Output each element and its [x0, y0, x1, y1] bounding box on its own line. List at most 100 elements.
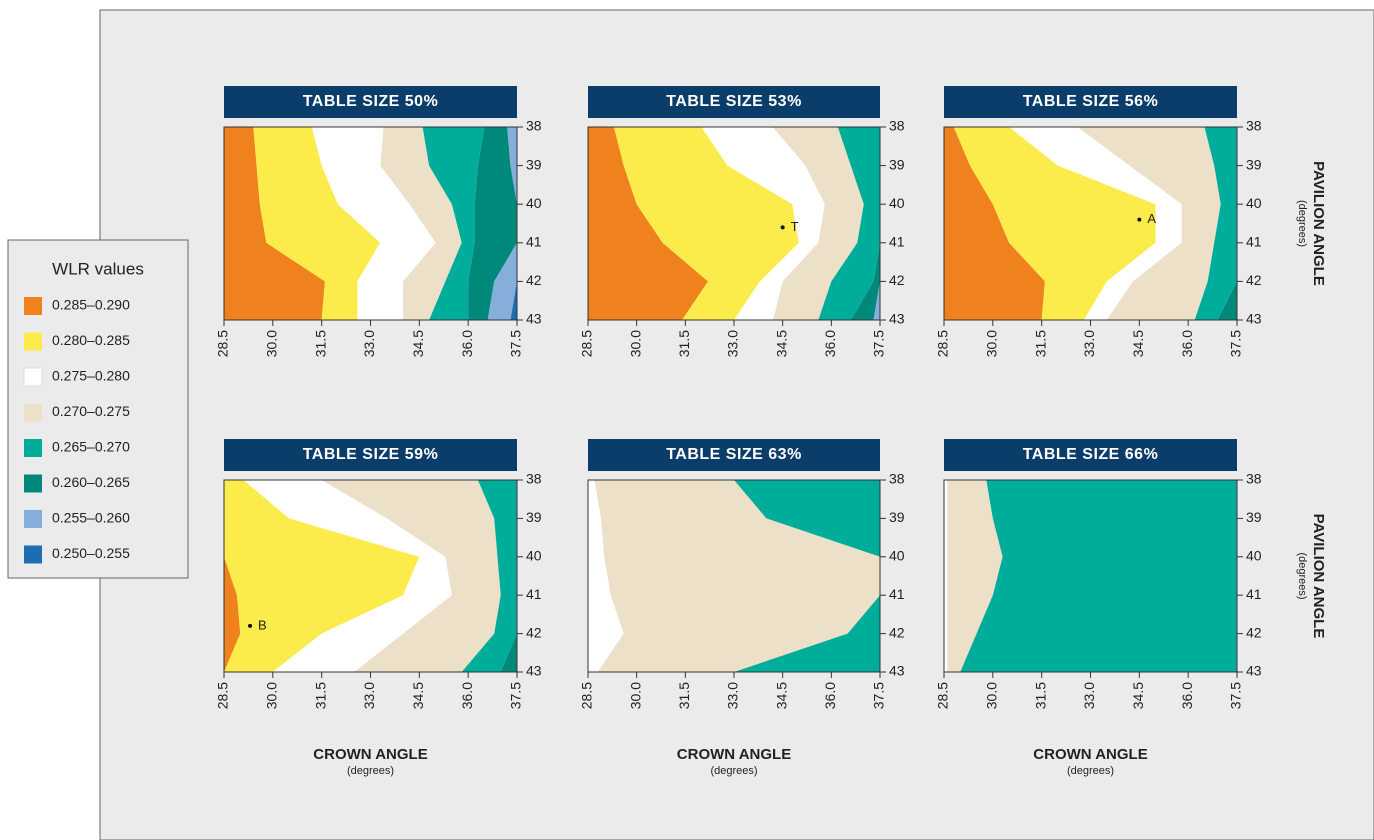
- panel-title: TABLE SIZE 63%: [666, 446, 802, 463]
- x-tick-label: 37.5: [1228, 682, 1244, 709]
- contour-band: [588, 480, 624, 672]
- x-tick-label: 34.5: [773, 330, 789, 357]
- contour-band: [734, 480, 880, 672]
- contour-band: [588, 127, 709, 320]
- x-axis-title: CROWN ANGLE: [313, 746, 427, 763]
- x-tick-label: 30.0: [264, 330, 280, 357]
- y-axis-unit: (degrees): [1296, 200, 1308, 247]
- contour-band: [873, 127, 880, 320]
- contour-band: [1194, 127, 1237, 320]
- legend-label: 0.250–0.255: [52, 545, 130, 561]
- contour-band: [1077, 127, 1221, 320]
- contour-band: [510, 127, 517, 320]
- y-tick-label: 41: [889, 234, 905, 250]
- y-tick-label: 41: [526, 586, 542, 602]
- legend-swatch: [24, 332, 42, 351]
- x-tick-label: 30.0: [627, 682, 643, 709]
- x-axis-title: CROWN ANGLE: [1033, 746, 1147, 763]
- title-bar: [588, 439, 880, 471]
- x-tick-label: 33.0: [725, 682, 741, 709]
- y-tick-label: 38: [526, 471, 542, 487]
- x-tick-label: 37.5: [871, 682, 887, 709]
- title-bar: [588, 86, 880, 118]
- x-tick-label: 31.5: [312, 682, 328, 709]
- legend-label: 0.280–0.285: [52, 332, 130, 348]
- title-bar: [944, 86, 1237, 118]
- title-bar: [224, 86, 517, 118]
- y-tick-label: 40: [1246, 548, 1262, 564]
- legend-title: WLR values: [52, 259, 144, 278]
- contour-band: [321, 480, 501, 672]
- contour-band: [944, 480, 948, 672]
- point-label: B: [258, 617, 267, 632]
- point-label: A: [1147, 211, 1156, 226]
- y-tick-label: 38: [889, 471, 905, 487]
- x-tick-label: 33.0: [1081, 330, 1097, 357]
- contour-band: [1009, 127, 1182, 320]
- x-tick-label: 30.0: [984, 330, 1000, 357]
- contour-band: [224, 480, 420, 672]
- panel-title: TABLE SIZE 66%: [1023, 446, 1159, 463]
- x-tick-label: 36.0: [1179, 682, 1195, 709]
- y-tick-label: 43: [889, 311, 905, 327]
- y-tick-label: 42: [526, 624, 542, 640]
- x-tick-label: 31.5: [1032, 682, 1048, 709]
- x-axis-unit: (degrees): [1067, 765, 1114, 777]
- legend-label: 0.265–0.270: [52, 439, 130, 455]
- contour-band: [224, 127, 325, 320]
- y-tick-label: 40: [1246, 195, 1262, 211]
- y-tick-label: 43: [1246, 663, 1262, 679]
- x-tick-label: 33.0: [361, 682, 377, 709]
- y-tick-label: 40: [889, 548, 905, 564]
- x-tick-label: 31.5: [676, 682, 692, 709]
- contour-band: [468, 127, 517, 320]
- y-tick-label: 43: [1246, 311, 1262, 327]
- x-tick-label: 34.5: [410, 330, 426, 357]
- title-bar: [944, 439, 1237, 471]
- y-tick-label: 41: [889, 586, 905, 602]
- x-tick-label: 36.0: [459, 682, 475, 709]
- legend-label: 0.260–0.265: [52, 474, 130, 490]
- y-axis-unit: (degrees): [1296, 552, 1308, 599]
- legend-swatch: [24, 510, 42, 528]
- contour-band: [772, 127, 864, 320]
- y-tick-label: 39: [1246, 509, 1262, 525]
- x-tick-label: 37.5: [1228, 330, 1244, 357]
- x-tick-label: 31.5: [1032, 330, 1048, 357]
- y-tick-label: 38: [526, 118, 542, 134]
- x-tick-label: 33.0: [725, 330, 741, 357]
- y-tick-label: 42: [889, 624, 905, 640]
- y-tick-label: 40: [526, 548, 542, 564]
- point-label: T: [791, 219, 799, 234]
- x-tick-label: 36.0: [459, 330, 475, 357]
- x-tick-label: 36.0: [822, 682, 838, 709]
- contour-band: [953, 127, 1156, 320]
- legend-swatch: [24, 297, 42, 315]
- contour-band: [243, 480, 452, 672]
- y-tick-label: 39: [526, 509, 542, 525]
- marked-point: [248, 623, 253, 628]
- x-tick-label: 28.5: [579, 330, 595, 357]
- x-tick-label: 34.5: [773, 682, 789, 709]
- y-tick-label: 39: [889, 156, 905, 172]
- x-tick-label: 36.0: [1179, 330, 1195, 357]
- legend-swatch: [23, 367, 43, 387]
- contour-band: [487, 127, 517, 320]
- y-axis-title: PAVILION ANGLE: [1310, 514, 1327, 639]
- y-axis-title: PAVILION ANGLE: [1310, 161, 1327, 286]
- y-tick-label: 38: [889, 118, 905, 134]
- contour-band: [253, 127, 381, 320]
- panel-title: TABLE SIZE 59%: [303, 446, 439, 463]
- contour-band: [224, 480, 241, 672]
- x-tick-label: 31.5: [312, 330, 328, 357]
- y-tick-label: 40: [889, 195, 905, 211]
- x-axis-unit: (degrees): [710, 765, 757, 777]
- y-tick-label: 39: [526, 156, 542, 172]
- x-tick-label: 30.0: [627, 330, 643, 357]
- contour-band: [380, 127, 462, 320]
- contour-band: [818, 127, 880, 320]
- y-tick-label: 43: [526, 663, 542, 679]
- y-tick-label: 38: [1246, 118, 1262, 134]
- x-axis-title: CROWN ANGLE: [677, 746, 791, 763]
